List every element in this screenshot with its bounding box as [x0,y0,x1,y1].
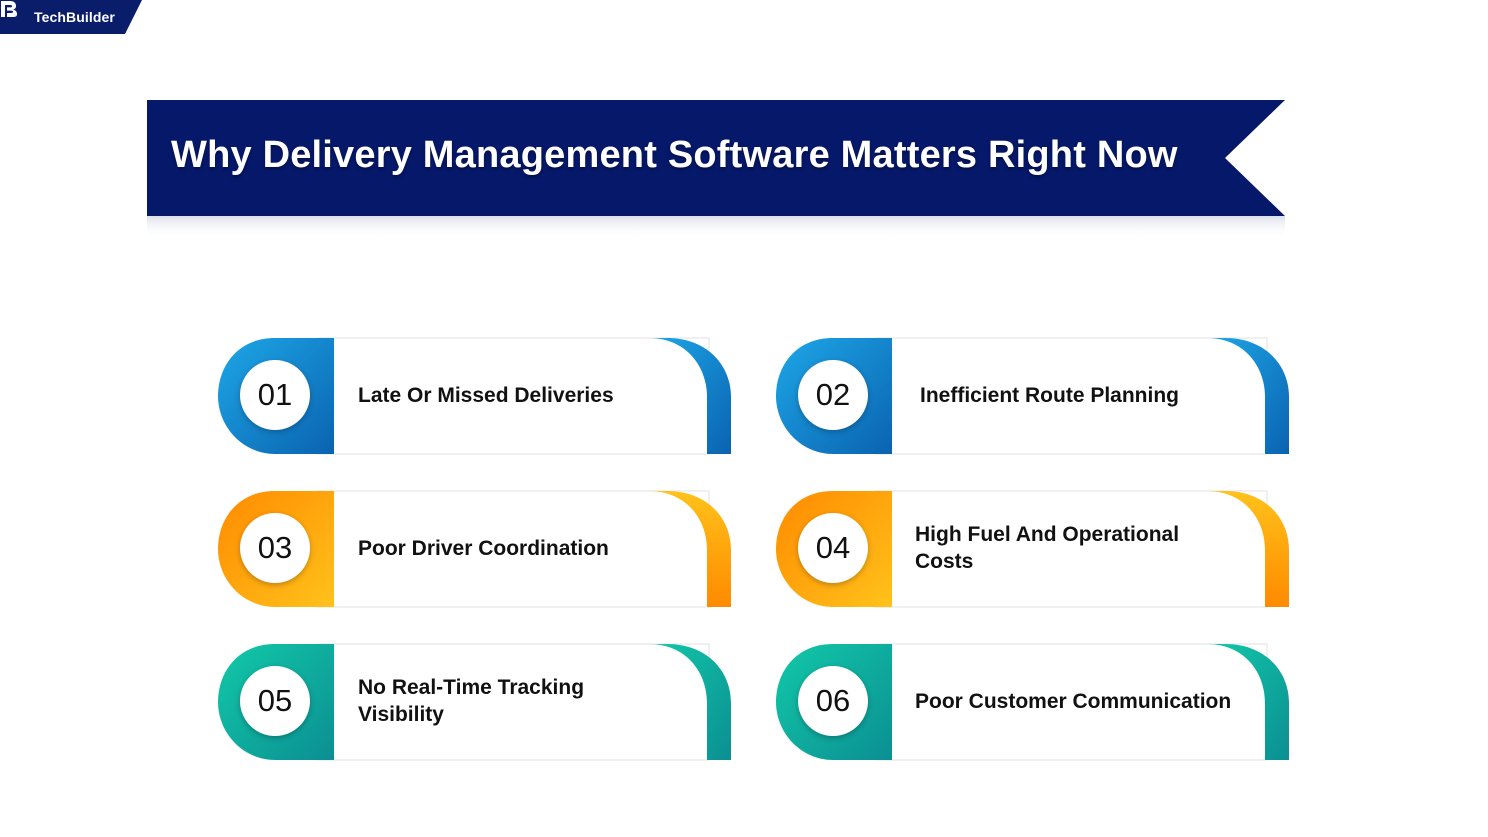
page-title: Why Delivery Management Software Matters… [171,134,1178,176]
card-number: 06 [798,666,868,736]
card-03: 03 Poor Driver Coordination [217,490,733,610]
card-06: 06 Poor Customer Communication [775,643,1291,763]
card-number: 03 [240,513,310,583]
card-shape [218,337,731,455]
card-number: 05 [240,666,310,736]
brand-name: TechBuilder [34,9,115,25]
card-05: 05 No Real-Time Tracking Visibility [217,643,733,763]
card-number: 04 [798,513,868,583]
banner-ribbon [147,100,1285,238]
card-label: Late Or Missed Deliveries [358,383,614,407]
card-label: Poor Customer Communication [915,689,1232,713]
card-shape [776,337,1289,455]
card-label: No Real-Time Tracking Visibility [358,676,585,726]
title-banner: Why Delivery Management Software Matters… [147,100,1287,240]
card-shape [218,643,731,761]
card-02: 02 Inefficient Route Planning [775,337,1291,457]
card-label: Inefficient Route Planning [920,383,1180,407]
card-01: 01 Late Or Missed Deliveries [217,337,733,457]
card-04: 04 High Fuel And Operational Costs [775,490,1291,610]
card-label: Poor Driver Coordination [358,536,609,560]
card-number: 01 [240,360,310,430]
logo-mark-icon [1,1,17,17]
brand-logo[interactable]: TechBuilder [0,0,142,34]
card-shape [776,643,1289,761]
card-number: 02 [798,360,868,430]
card-label: High Fuel And Operational Costs [915,523,1180,573]
logo-background [0,0,142,34]
